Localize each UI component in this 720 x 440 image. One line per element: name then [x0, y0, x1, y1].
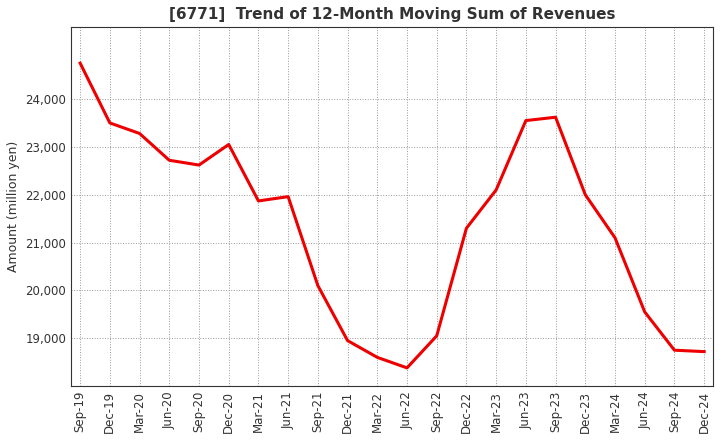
Title: [6771]  Trend of 12-Month Moving Sum of Revenues: [6771] Trend of 12-Month Moving Sum of R… — [169, 7, 616, 22]
Y-axis label: Amount (million yen): Amount (million yen) — [7, 141, 20, 272]
